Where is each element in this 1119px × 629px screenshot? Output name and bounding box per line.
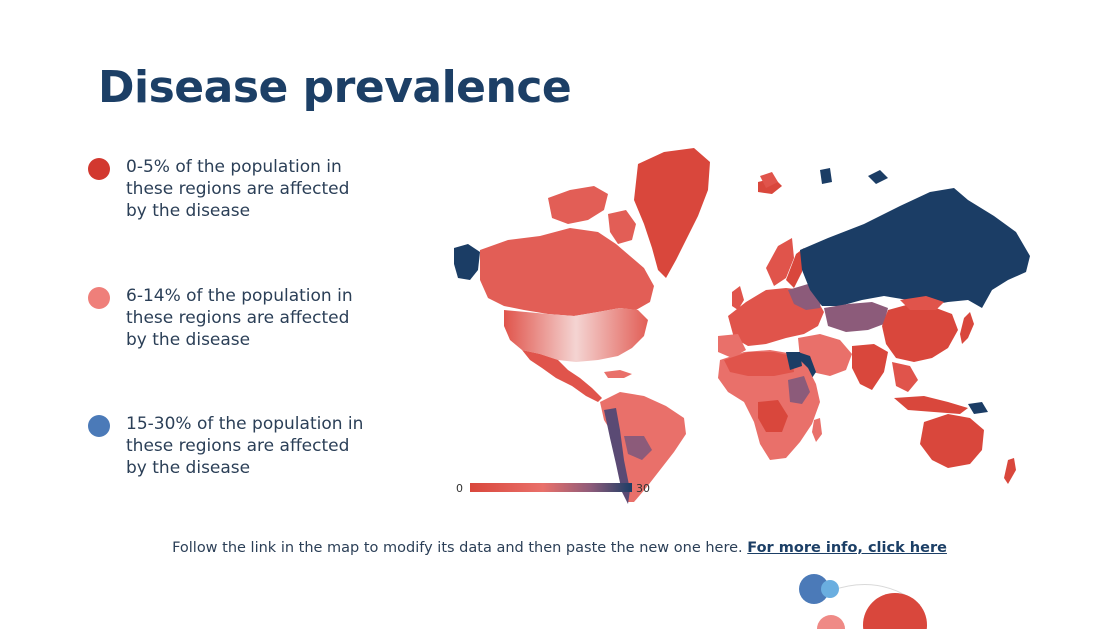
legend-dot-pink: [88, 287, 110, 309]
region-new-zealand[interactable]: [1004, 458, 1016, 484]
legend-dot-red: [88, 158, 110, 180]
region-usa[interactable]: [504, 308, 648, 362]
region-png[interactable]: [968, 402, 988, 414]
region-india[interactable]: [852, 344, 888, 390]
region-mongolia[interactable]: [900, 296, 944, 310]
region-arctic-islands[interactable]: [548, 186, 608, 224]
legend-dot-blue: [88, 415, 110, 437]
deco-circle-lightblue: [821, 580, 839, 598]
region-iberia[interactable]: [718, 334, 746, 358]
region-arctic-russia[interactable]: [820, 168, 888, 184]
page-title: Disease prevalence: [98, 62, 572, 113]
region-svalbard[interactable]: [760, 172, 778, 188]
region-andes[interactable]: [604, 408, 630, 504]
region-uk[interactable]: [732, 286, 744, 310]
region-bolivia[interactable]: [624, 436, 652, 460]
region-central-africa[interactable]: [758, 400, 788, 432]
region-russia[interactable]: [800, 188, 1030, 308]
region-baffin[interactable]: [608, 210, 636, 244]
region-southeast-asia[interactable]: [892, 362, 918, 392]
world-map[interactable]: 0 30: [448, 140, 1036, 510]
region-sweden[interactable]: [786, 248, 804, 288]
region-australia[interactable]: [920, 414, 984, 468]
map-scale-bar: [470, 483, 632, 492]
footer-note: Follow the link in the map to modify its…: [0, 540, 1119, 556]
region-canada[interactable]: [480, 228, 654, 316]
deco-circle-pink: [817, 615, 845, 629]
region-egypt[interactable]: [786, 352, 802, 370]
region-caribbean[interactable]: [604, 370, 632, 378]
footer-text: Follow the link in the map to modify its…: [172, 540, 743, 556]
region-china[interactable]: [882, 304, 958, 362]
region-indonesia[interactable]: [894, 396, 968, 414]
decorative-circles: [799, 574, 927, 629]
legend-label-high: 15-30% of the population in these region…: [126, 414, 364, 478]
region-north-africa[interactable]: [724, 352, 794, 376]
more-info-link[interactable]: For more info, click here: [747, 540, 947, 556]
region-scandinavia[interactable]: [766, 238, 794, 286]
deco-circle-red: [863, 593, 927, 629]
region-greenland[interactable]: [634, 148, 710, 278]
region-east-africa[interactable]: [788, 376, 810, 404]
region-japan[interactable]: [960, 312, 974, 344]
world-map-svg[interactable]: 0 30: [448, 140, 1036, 510]
region-mexico[interactable]: [522, 350, 602, 402]
region-madagascar[interactable]: [812, 418, 822, 442]
map-scale-max: 30: [636, 482, 650, 495]
region-central-asia[interactable]: [824, 302, 888, 332]
map-scale-min: 0: [456, 482, 463, 495]
deco-circle-blue: [799, 574, 829, 604]
legend-label-low: 0-5% of the population in these regions …: [126, 157, 350, 221]
region-alaska[interactable]: [454, 244, 480, 280]
legend-label-mid: 6-14% of the population in these regions…: [126, 286, 353, 350]
